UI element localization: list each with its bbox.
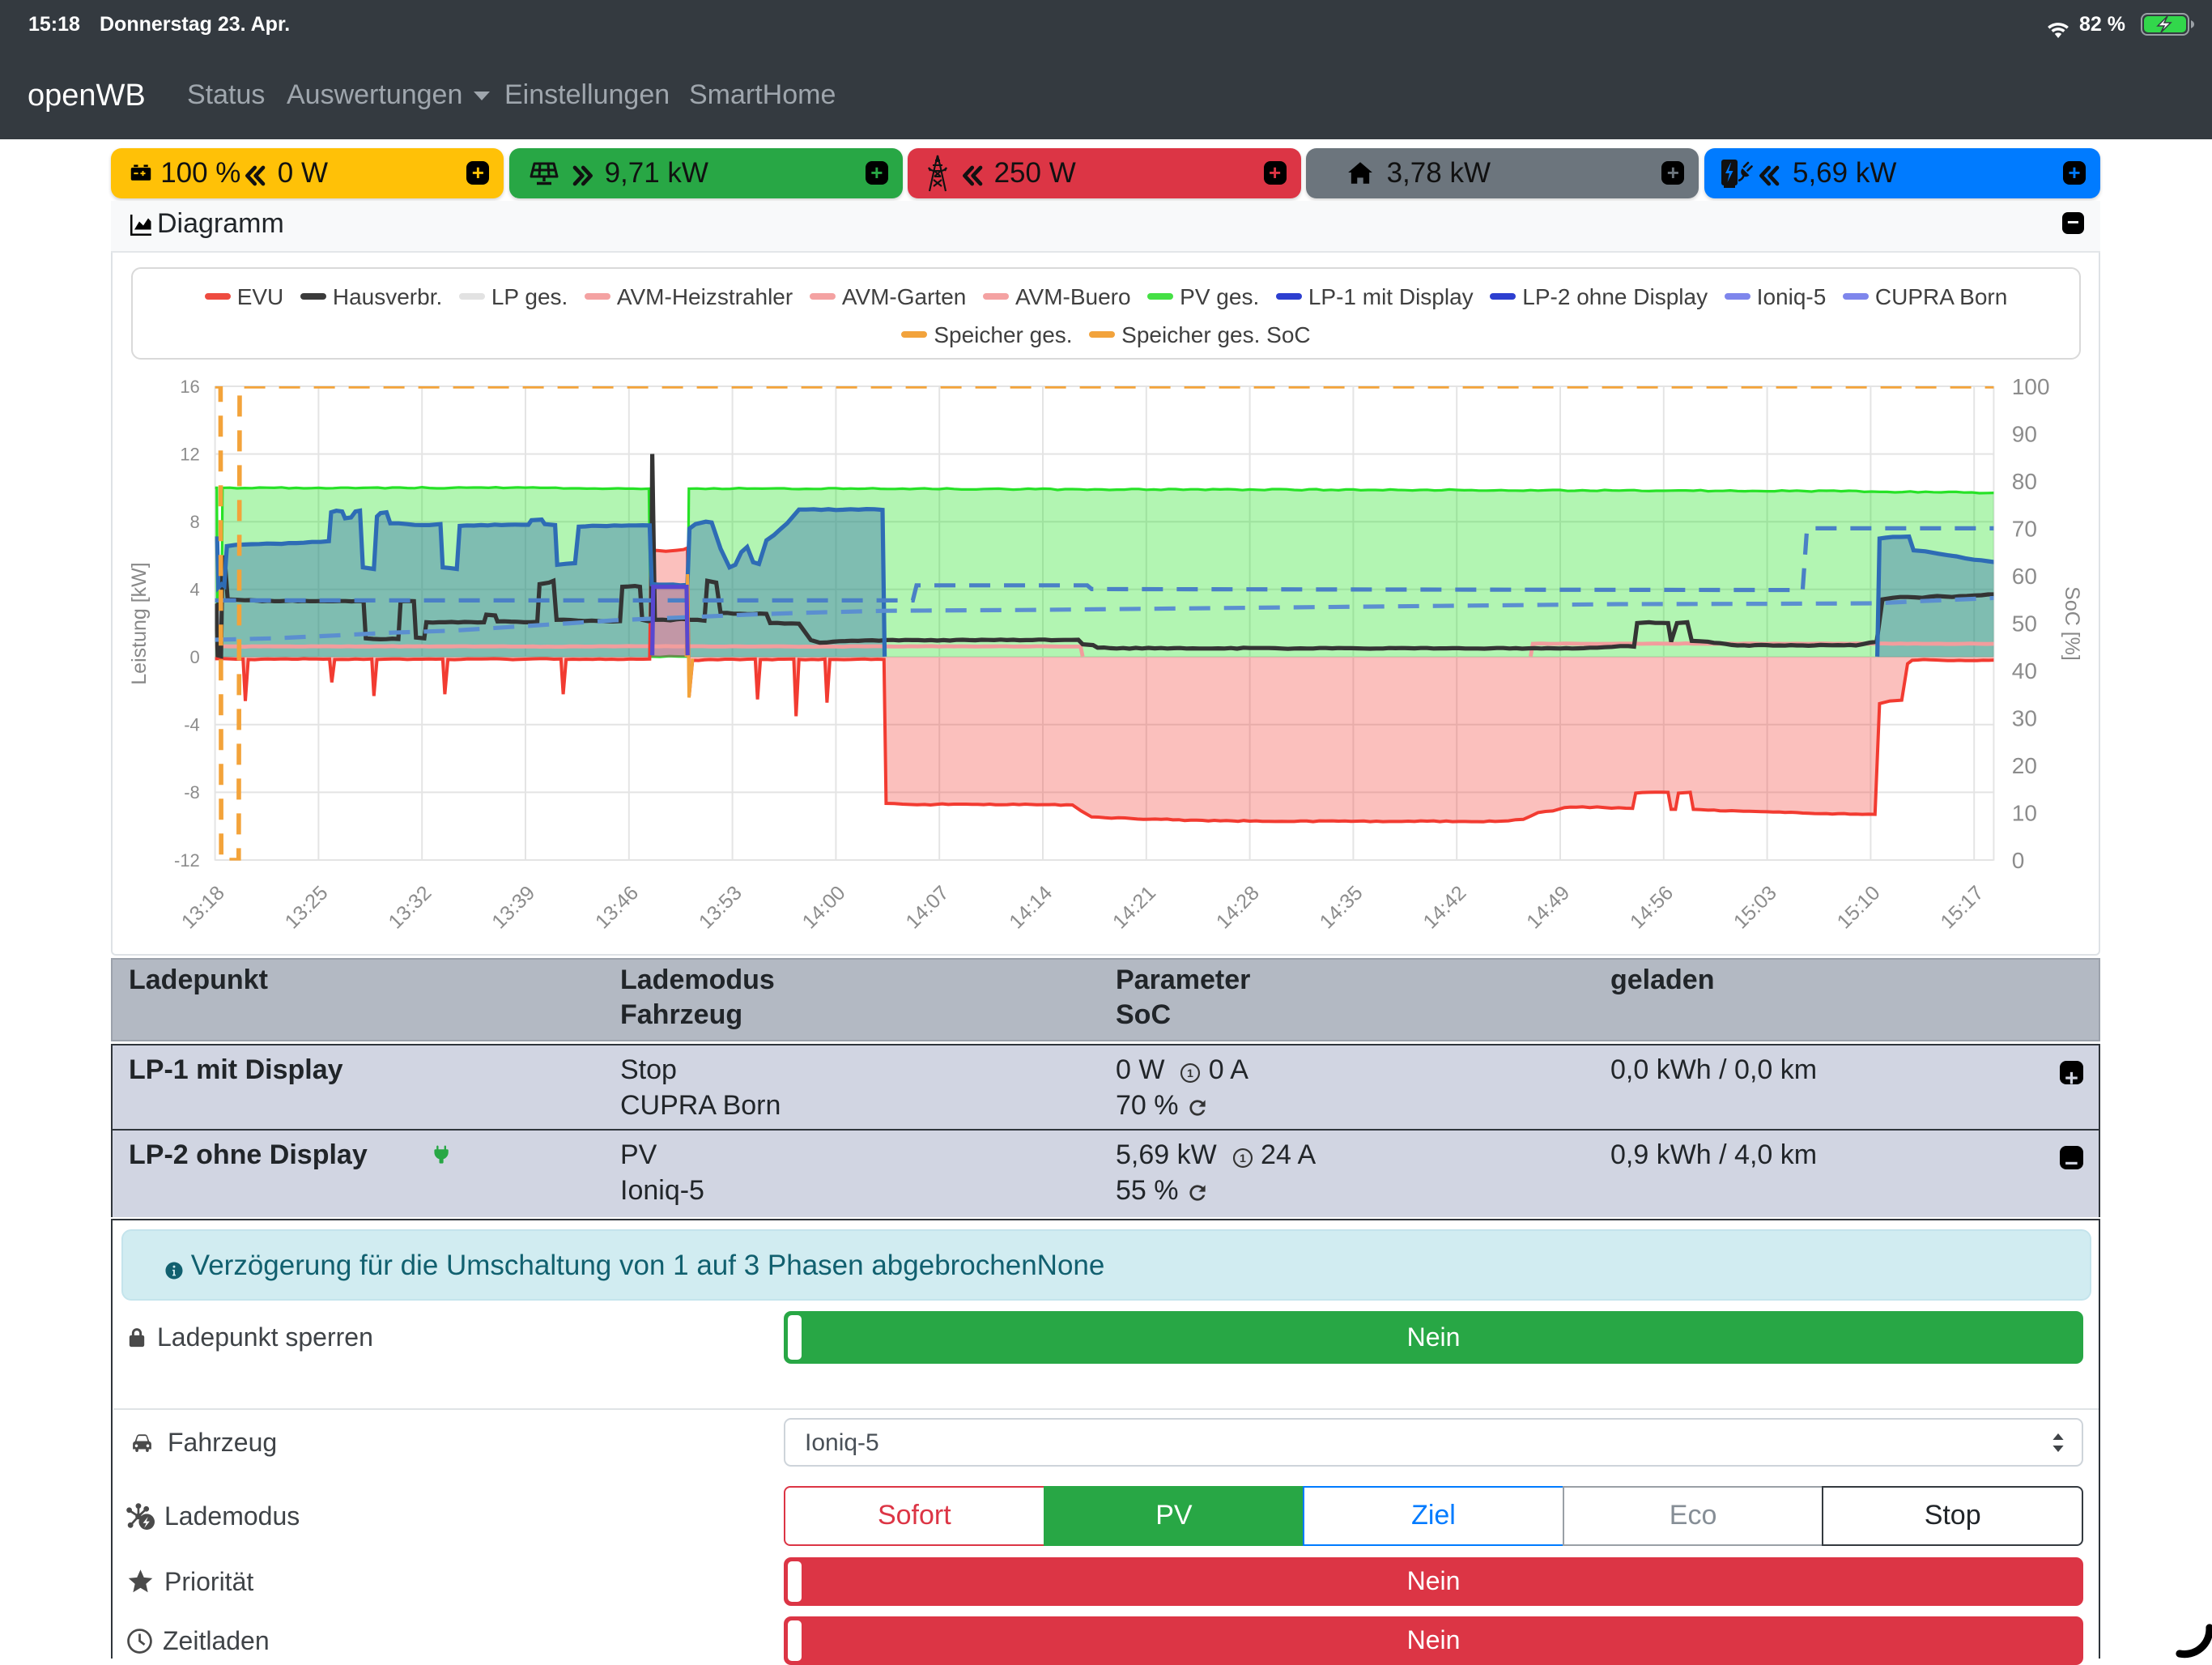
svg-text:14:28: 14:28 — [1212, 881, 1264, 933]
svg-text:15:03: 15:03 — [1729, 881, 1781, 933]
svg-text:90: 90 — [2012, 422, 2037, 447]
svg-text:4: 4 — [190, 580, 200, 600]
svg-text:14:07: 14:07 — [901, 881, 953, 933]
svg-text:0: 0 — [2012, 848, 2025, 873]
svg-text:SoC [%]: SoC [%] — [2061, 586, 2083, 661]
svg-text:13:25: 13:25 — [281, 881, 333, 933]
svg-text:13:18: 13:18 — [177, 881, 229, 933]
svg-text:40: 40 — [2012, 658, 2037, 683]
svg-text:14:42: 14:42 — [1419, 881, 1470, 933]
svg-text:50: 50 — [2012, 611, 2037, 637]
svg-text:14:14: 14:14 — [1005, 881, 1057, 933]
svg-text:14:35: 14:35 — [1316, 881, 1368, 933]
svg-text:13:53: 13:53 — [695, 881, 747, 933]
svg-text:14:00: 14:00 — [798, 881, 850, 933]
svg-text:1: 1 — [1187, 1067, 1193, 1080]
svg-text:16: 16 — [180, 377, 199, 397]
svg-text:Leistung [kW]: Leistung [kW] — [128, 562, 151, 684]
svg-text:80: 80 — [2012, 469, 2037, 494]
svg-text:10: 10 — [2012, 801, 2037, 826]
svg-text:1: 1 — [1240, 1152, 1246, 1165]
svg-text:15:10: 15:10 — [1833, 881, 1885, 933]
svg-text:13:32: 13:32 — [384, 881, 436, 933]
svg-text:100: 100 — [2012, 374, 2050, 399]
svg-text:20: 20 — [2012, 753, 2037, 778]
svg-text:8: 8 — [190, 512, 200, 532]
svg-text:-4: -4 — [184, 715, 200, 735]
svg-text:70: 70 — [2012, 516, 2037, 541]
svg-text:0: 0 — [190, 647, 200, 667]
svg-text:13:39: 13:39 — [487, 881, 539, 933]
svg-text:-12: -12 — [174, 850, 200, 871]
svg-text:15:17: 15:17 — [1936, 881, 1988, 933]
svg-text:13:46: 13:46 — [591, 881, 643, 933]
svg-text:12: 12 — [180, 444, 199, 464]
svg-text:14:21: 14:21 — [1108, 881, 1160, 933]
svg-text:30: 30 — [2012, 705, 2037, 730]
svg-text:60: 60 — [2012, 564, 2037, 589]
svg-text:14:49: 14:49 — [1522, 881, 1574, 933]
svg-text:14:56: 14:56 — [1626, 881, 1678, 933]
svg-text:-8: -8 — [184, 782, 200, 803]
